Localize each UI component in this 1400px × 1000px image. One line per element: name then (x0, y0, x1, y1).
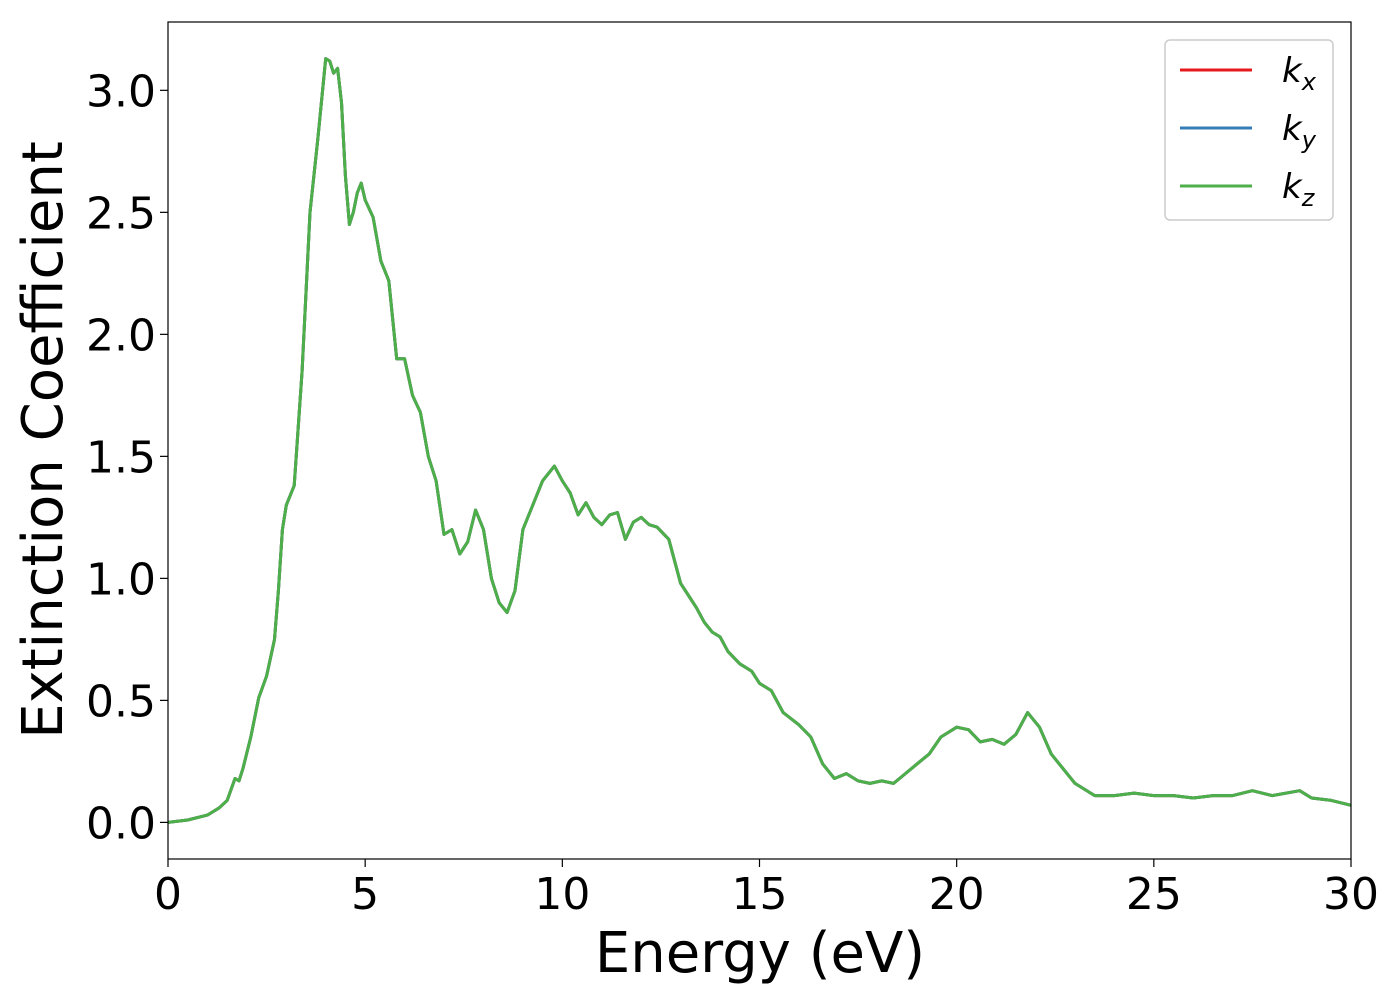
legend: kx ky kz (1164, 39, 1334, 221)
y-axis-ticks: 0.0 0.5 1.0 1.5 2.0 2.5 3.0 (86, 66, 168, 849)
x-tick-label: 10 (534, 869, 590, 920)
y-tick-label: 0.0 (86, 798, 156, 849)
plot-frame (167, 21, 1352, 860)
x-tick-label: 30 (1323, 869, 1379, 920)
y-tick-label: 1.5 (86, 432, 156, 483)
x-tick-label: 15 (732, 869, 788, 920)
x-tick-label: 20 (929, 869, 985, 920)
y-tick-label: 0.5 (86, 676, 156, 727)
y-axis-label: Extinction Coefficient (11, 141, 76, 739)
legend-box (1164, 39, 1334, 221)
y-tick-label: 2.0 (86, 310, 156, 361)
x-tick-label: 25 (1126, 869, 1182, 920)
y-tick-label: 1.0 (86, 554, 156, 605)
series-layer (168, 57, 1351, 824)
y-tick-label: 2.5 (86, 188, 156, 239)
x-axis-label: Energy (eV) (595, 921, 925, 986)
x-axis-ticks: 0 5 10 15 20 25 30 (154, 859, 1379, 920)
x-tick-label: 5 (351, 869, 379, 920)
series-line-k-z (168, 57, 1351, 824)
legend-label-k-y: ky (1282, 109, 1317, 154)
legend-label-k-x: kx (1282, 51, 1317, 96)
x-tick-label: 0 (154, 869, 182, 920)
y-tick-label: 3.0 (86, 66, 156, 117)
legend-label-k-z: kz (1282, 167, 1316, 212)
